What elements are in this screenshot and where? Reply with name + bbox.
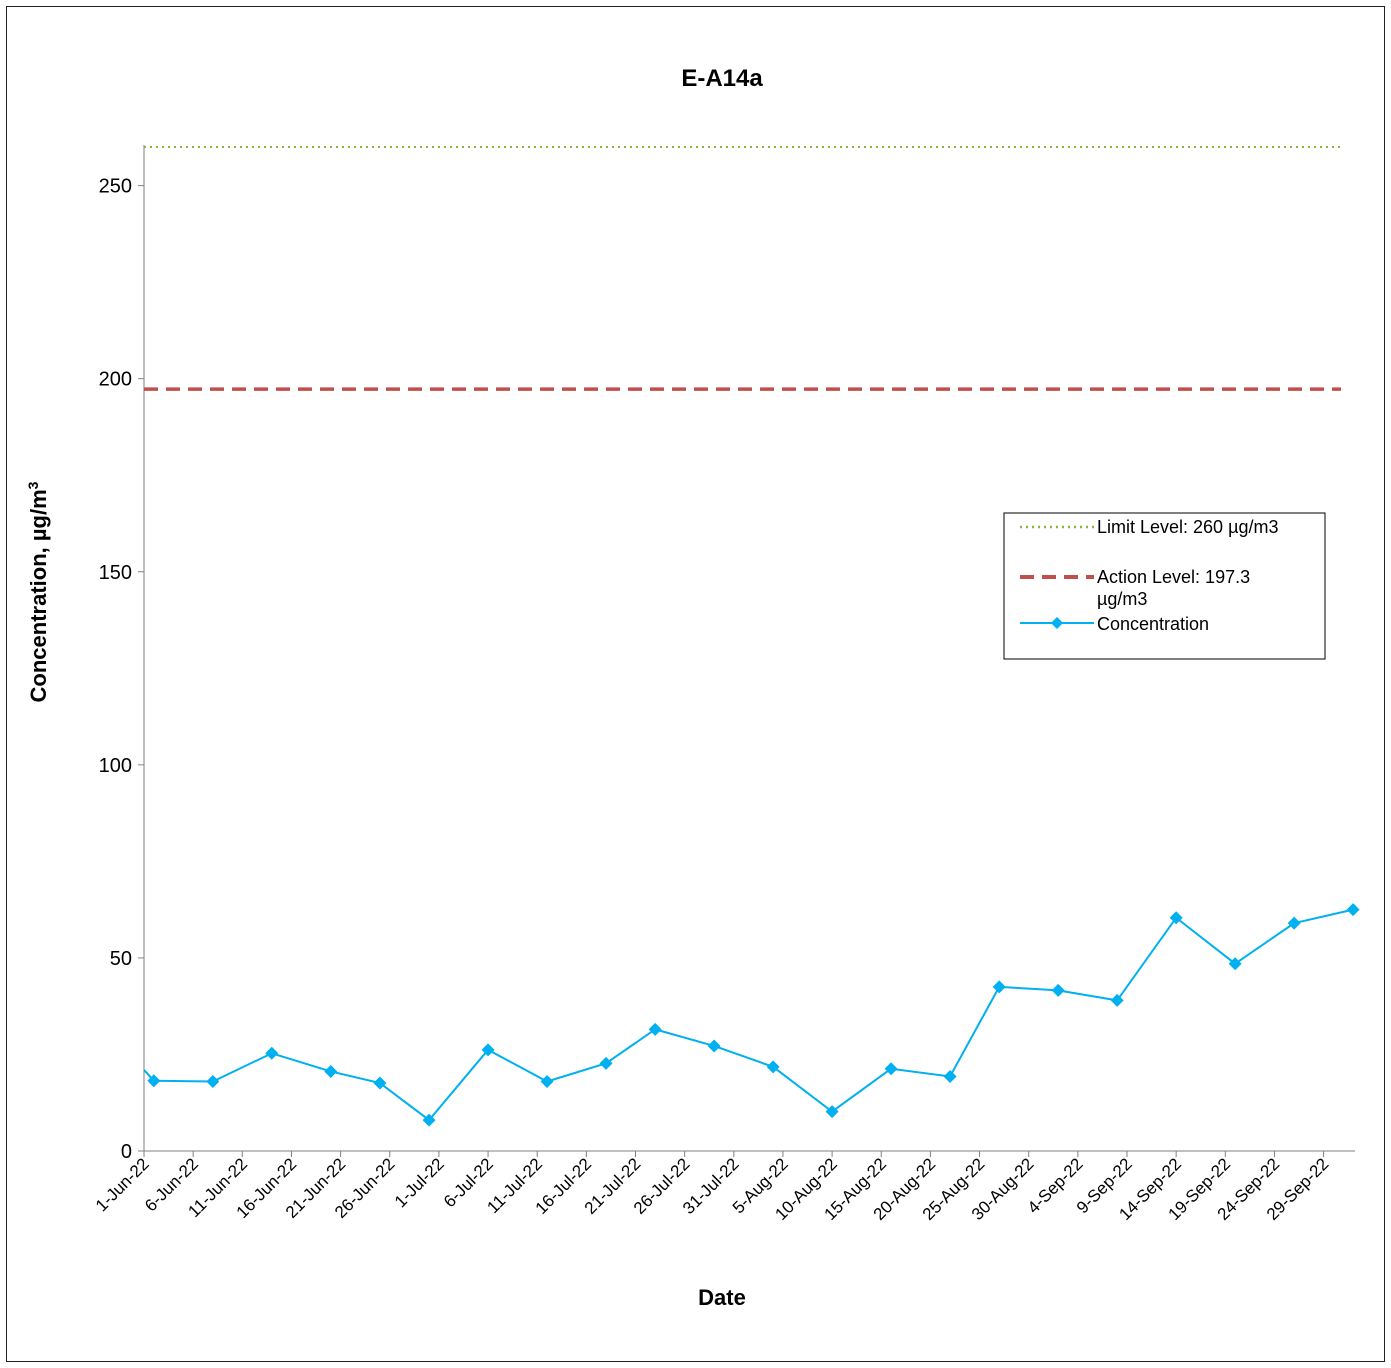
x-tick-label: 1-Jun-22 — [92, 1154, 153, 1215]
legend-concentration-label: Concentration — [1097, 614, 1209, 634]
concentration-point — [1228, 957, 1242, 971]
concentration-point — [992, 980, 1006, 994]
concentration-point — [1287, 916, 1301, 930]
y-axis-title: Concentration, µg/m3 — [25, 481, 51, 702]
y-tick-label: 100 — [99, 755, 132, 777]
concentration-point — [1169, 911, 1183, 925]
concentration-point — [324, 1064, 338, 1078]
concentration-point — [707, 1039, 721, 1053]
concentration-line — [143, 908, 1354, 1122]
y-tick-label: 250 — [99, 176, 132, 198]
concentration-point — [766, 1060, 780, 1074]
concentration-point — [1346, 903, 1360, 917]
y-tick-label: 200 — [99, 369, 132, 391]
svg-text:Concentration, µg/m3: Concentration, µg/m3 — [25, 481, 51, 702]
chart-frame — [6, 6, 1385, 1362]
y-axis-title-superscript: 3 — [25, 481, 41, 489]
concentration-point — [540, 1074, 554, 1088]
concentration-point — [1110, 993, 1124, 1007]
legend-concentration-swatch-marker — [1051, 617, 1063, 629]
concentration-point — [373, 1076, 387, 1090]
concentration-point — [147, 1074, 161, 1088]
chart-title: E-A14a — [681, 65, 763, 92]
x-tick-label: 1-Jul-22 — [391, 1154, 448, 1211]
concentration-point — [884, 1062, 898, 1076]
concentration-point — [206, 1074, 220, 1088]
concentration-point — [599, 1056, 613, 1070]
y-axis-title-main: Concentration, µg/m — [26, 489, 51, 702]
y-tick-label: 0 — [121, 1141, 132, 1163]
legend: Limit Level: 260 µg/m3 Action Level: 197… — [1003, 512, 1326, 660]
y-tick-label: 150 — [99, 562, 132, 584]
concentration-point — [422, 1113, 436, 1127]
concentration-point — [648, 1022, 662, 1036]
concentration-point — [265, 1046, 279, 1060]
legend-box — [1003, 512, 1326, 660]
legend-action-label: Action Level: 197.3 µg/m3 — [1097, 567, 1255, 609]
legend-limit-label: Limit Level: 260 µg/m3 — [1097, 517, 1278, 537]
y-tick-label: 50 — [110, 948, 132, 970]
concentration-point — [825, 1105, 839, 1119]
concentration-point — [481, 1043, 495, 1057]
concentration-point — [943, 1069, 957, 1083]
legend-action-label-line1: Action Level: 197.3 — [1097, 567, 1250, 587]
x-axis-title: Date — [698, 1285, 746, 1310]
concentration-point — [1051, 983, 1065, 997]
legend-action-label-line2: µg/m3 — [1097, 589, 1147, 609]
